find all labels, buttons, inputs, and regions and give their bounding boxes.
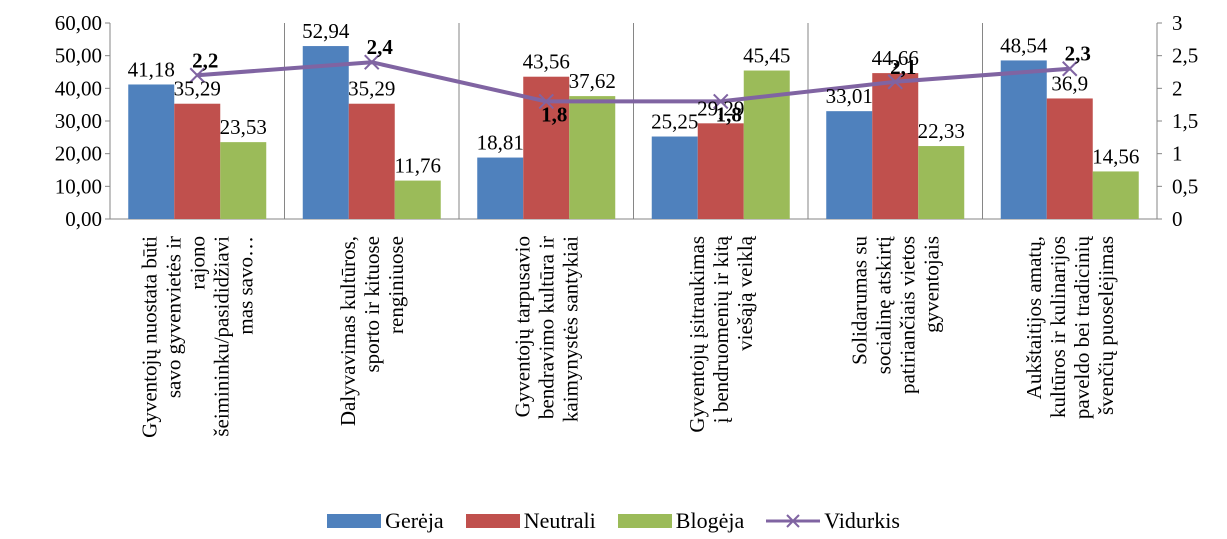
bar-0-1 xyxy=(302,46,349,219)
data-label-0-0: 41,18 xyxy=(128,57,175,81)
marker-vidurkis-2 xyxy=(538,93,554,110)
category-label-1: Dalyvavimas kultūros, xyxy=(336,236,360,426)
bar-1-0 xyxy=(174,103,221,219)
data-label-2-5: 14,56 xyxy=(1092,144,1139,168)
data-label-1-3: 29,29 xyxy=(697,96,744,120)
data-label-2-0: 23,53 xyxy=(220,115,267,139)
line-label-1: 2,4 xyxy=(367,35,394,59)
category-label-5: Aukštaitijos amatų, xyxy=(1022,236,1046,399)
category-label-4: patiriančiais vietos xyxy=(895,236,919,394)
data-label-2-4: 22,33 xyxy=(918,119,965,143)
bar-0-3 xyxy=(651,136,698,219)
bar-0-4 xyxy=(826,111,873,219)
marker-vidurkis-4 xyxy=(887,74,903,90)
category-label-5: švenčių puoselėjimas xyxy=(1094,236,1118,415)
legend: Gerėja Neutrali Blogėja Vidurkis xyxy=(0,508,1227,534)
data-label-0-5: 48,54 xyxy=(1000,33,1048,57)
bar-1-1 xyxy=(348,103,395,219)
data-label-1-4: 44,66 xyxy=(872,46,919,70)
marker-vidurkis-0 xyxy=(189,67,205,83)
legend-item-blogeja: Blogėja xyxy=(617,508,745,534)
line-label-0: 2,2 xyxy=(192,48,218,72)
data-label-2-2: 37,62 xyxy=(569,69,616,93)
y-tick-label: 0,00 xyxy=(65,207,102,231)
y-tick-label: 20,00 xyxy=(55,142,102,166)
y-tick-label: 30,00 xyxy=(55,109,102,133)
data-label-2-1: 11,76 xyxy=(395,154,441,178)
bar-2-4 xyxy=(918,146,965,219)
bar-1-3 xyxy=(697,123,744,219)
category-label-0: Gyventojų nuostata būti xyxy=(137,236,161,438)
y2-tick-label: 2 xyxy=(1172,76,1183,100)
bar-0-5 xyxy=(1000,60,1047,219)
category-label-2: kaimynystės santykiai xyxy=(558,236,582,422)
data-label-0-1: 52,94 xyxy=(302,19,350,43)
y2-tick-label: 0,5 xyxy=(1172,174,1198,198)
line-label-2: 1,8 xyxy=(541,102,567,126)
data-label-1-2: 43,56 xyxy=(523,50,570,74)
category-label-3: į bendruomenių ir kitą xyxy=(709,235,733,423)
line-label-4: 2,1 xyxy=(890,55,916,79)
legend-label-neutrali: Neutrali xyxy=(523,508,596,533)
category-label-4: Solidarumas su xyxy=(847,236,871,365)
legend-label-blogeja: Blogėja xyxy=(675,508,745,533)
bar-2-0 xyxy=(220,142,267,219)
category-label-1: sporto ir kituose xyxy=(360,236,384,373)
category-label-5: kultūros ir kulinarijos xyxy=(1046,236,1070,418)
data-label-1-5: 36,9 xyxy=(1051,71,1088,95)
marker-vidurkis-5 xyxy=(1062,61,1078,77)
category-label-0: mas savo… xyxy=(233,236,257,335)
marker-vidurkis-3 xyxy=(713,93,729,110)
y2-tick-label: 1 xyxy=(1172,142,1183,166)
legend-label-vidurkis: Vidurkis xyxy=(824,508,900,533)
category-label-0: savo gyvenvietės ir xyxy=(161,236,185,398)
bar-2-2 xyxy=(569,96,616,219)
bar-2-1 xyxy=(394,180,441,219)
y2-tick-label: 0 xyxy=(1172,207,1183,231)
marker-vidurkis-1 xyxy=(364,54,380,70)
data-label-0-4: 33,01 xyxy=(826,84,873,108)
category-label-2: Gyventojų tarpusavio xyxy=(510,236,534,417)
y2-tick-label: 1,5 xyxy=(1172,109,1198,133)
data-label-1-1: 35,29 xyxy=(348,77,395,101)
bar-0-0 xyxy=(128,84,175,219)
data-label-2-3: 45,45 xyxy=(743,44,790,68)
legend-item-neutrali: Neutrali xyxy=(465,508,596,534)
y-tick-label: 40,00 xyxy=(55,76,102,100)
data-label-0-2: 18,81 xyxy=(477,131,524,155)
data-label-0-3: 25,25 xyxy=(651,110,698,134)
category-label-0: šeimininku/pasididžiavi xyxy=(209,236,233,437)
y-tick-label: 60,00 xyxy=(55,11,102,35)
category-label-4: gyventojais xyxy=(919,236,943,333)
legend-swatch-blogeja xyxy=(617,514,672,528)
category-label-4: socialinę atskirtį xyxy=(871,236,895,374)
category-label-1: renginiuose xyxy=(384,236,408,334)
data-label-1-0: 35,29 xyxy=(174,77,221,101)
y-tick-label: 10,00 xyxy=(55,174,102,198)
line-label-5: 2,3 xyxy=(1065,42,1091,66)
bar-1-5 xyxy=(1046,98,1093,219)
y2-tick-label: 2,5 xyxy=(1172,44,1198,68)
bar-0-2 xyxy=(477,157,524,219)
line-label-3: 1,8 xyxy=(716,102,742,126)
y2-tick-label: 3 xyxy=(1172,11,1183,35)
legend-swatch-neutrali xyxy=(465,514,520,528)
category-label-5: paveldo bei tradicinių xyxy=(1070,236,1094,420)
category-label-3: Gyventojų įsitraukimas xyxy=(685,236,709,433)
y-tick-label: 50,00 xyxy=(55,44,102,68)
category-label-0: rajono xyxy=(185,236,209,290)
bar-1-4 xyxy=(872,73,919,220)
legend-swatch-vidurkis xyxy=(766,514,821,528)
legend-swatch-gereja xyxy=(327,514,382,528)
legend-item-vidurkis: Vidurkis xyxy=(766,508,900,534)
legend-item-gereja: Gerėja xyxy=(327,508,444,534)
bar-2-5 xyxy=(1092,171,1139,219)
category-label-3: viešąją veiklą xyxy=(733,235,757,351)
line-vidurkis xyxy=(197,60,1070,104)
category-label-2: bendravimo kultūra ir xyxy=(534,236,558,419)
legend-label-gereja: Gerėja xyxy=(385,508,444,533)
